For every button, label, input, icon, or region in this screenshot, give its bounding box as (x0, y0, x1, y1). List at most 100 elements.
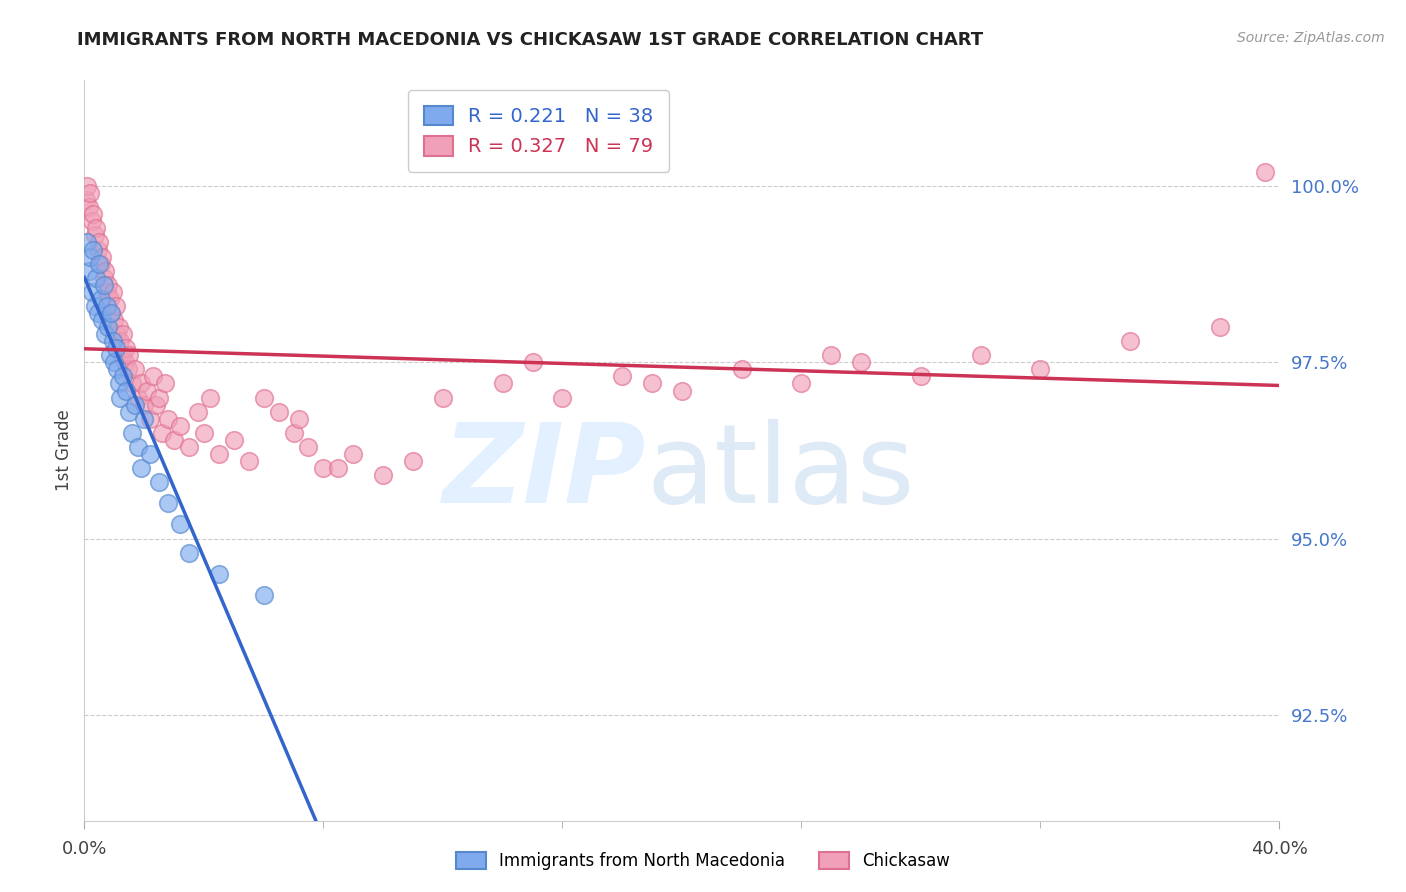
Point (105, 327, 128, 342)
Point (238, 454, 260, 468)
Point (77, 200, 100, 214)
Point (76, 235, 98, 250)
Point (177, 546, 200, 560)
Point (103, 355, 125, 369)
Point (89, 257, 111, 271)
Point (104, 299, 127, 313)
Point (432, 391, 454, 405)
Point (90, 257, 112, 271)
Point (641, 376, 664, 391)
Point (115, 341, 138, 355)
Point (124, 398, 146, 412)
Point (97, 277, 120, 292)
Point (91, 313, 114, 327)
Point (208, 447, 231, 461)
Point (98, 292, 121, 306)
Point (101, 334, 124, 348)
Point (98, 348, 121, 362)
Point (110, 334, 132, 348)
Point (1209, 320, 1232, 334)
Point (117, 362, 139, 376)
Point (75, 193, 97, 207)
Point (94, 327, 117, 342)
Point (169, 418, 191, 433)
Point (1029, 362, 1052, 376)
Point (139, 447, 162, 461)
Point (118, 348, 141, 362)
Point (1119, 334, 1142, 348)
Point (87, 306, 110, 320)
Point (82, 207, 104, 221)
Point (139, 411, 162, 425)
Point (1253, 165, 1275, 179)
Point (253, 588, 276, 602)
Point (110, 391, 132, 405)
Point (129, 376, 152, 391)
Point (96, 299, 118, 313)
Point (121, 425, 143, 440)
Point (142, 369, 165, 384)
Text: IMMIGRANTS FROM NORTH MACEDONIA VS CHICKASAW 1ST GRADE CORRELATION CHART: IMMIGRANTS FROM NORTH MACEDONIA VS CHICK… (77, 31, 983, 49)
Point (790, 376, 813, 391)
Point (148, 391, 170, 405)
Point (551, 391, 574, 405)
Point (111, 348, 134, 362)
Point (163, 433, 186, 447)
Point (121, 376, 143, 391)
Point (283, 425, 305, 440)
Point (80, 285, 103, 299)
Text: Source: ZipAtlas.com: Source: ZipAtlas.com (1237, 31, 1385, 45)
Point (187, 405, 209, 419)
Point (851, 355, 873, 369)
Point (671, 384, 693, 398)
Point (373, 468, 395, 483)
Point (101, 285, 124, 299)
Point (94, 263, 117, 277)
Point (87, 243, 110, 257)
Point (492, 376, 515, 391)
Point (91, 250, 114, 264)
Point (124, 362, 146, 376)
Point (148, 475, 170, 490)
Point (297, 440, 319, 454)
Point (93, 277, 115, 292)
Point (77, 263, 100, 277)
Point (112, 327, 135, 342)
Point (90, 292, 112, 306)
Point (104, 341, 127, 355)
Point (100, 306, 122, 320)
Legend: R = 0.221   N = 38, R = 0.327   N = 79: R = 0.221 N = 38, R = 0.327 N = 79 (408, 90, 669, 172)
Text: atlas: atlas (647, 419, 914, 526)
Point (402, 454, 425, 468)
Point (132, 398, 156, 412)
Point (127, 391, 149, 405)
Point (83, 299, 105, 313)
Point (79, 250, 101, 264)
Point (76, 179, 98, 194)
Point (612, 369, 634, 384)
Point (86, 270, 108, 285)
Point (169, 517, 191, 532)
Point (89, 235, 111, 250)
Point (115, 384, 138, 398)
Point (114, 355, 136, 369)
Point (118, 405, 141, 419)
Point (288, 411, 311, 425)
Point (153, 376, 176, 391)
Legend: Immigrants from North Macedonia, Chickasaw: Immigrants from North Macedonia, Chickas… (450, 845, 956, 877)
Point (312, 461, 335, 475)
Point (79, 186, 101, 200)
Point (222, 433, 245, 447)
Point (127, 440, 149, 454)
Point (970, 348, 993, 362)
Point (80, 214, 103, 228)
Point (198, 391, 221, 405)
Point (193, 425, 215, 440)
Point (208, 566, 231, 581)
Point (132, 411, 156, 425)
Point (342, 447, 364, 461)
Point (100, 306, 122, 320)
Point (267, 405, 290, 419)
Point (522, 355, 544, 369)
Point (107, 376, 129, 391)
